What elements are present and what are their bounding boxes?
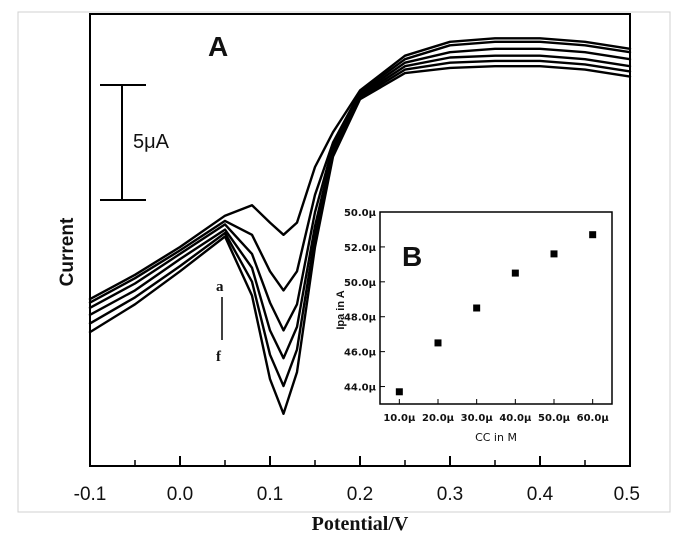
inset-y-tick-label: 50.0μ [344,278,377,289]
inset-x-tick-label: 50.0μ [538,413,571,424]
curve-label-a: a [216,279,224,295]
curve-c [88,47,632,332]
panel-a-label: A [208,31,228,62]
x-tick-label: 0.5 [614,484,640,505]
panel-b-label: B [402,241,422,272]
inset-x-tick-label: 60.0μ [577,413,610,424]
x-axis-title: Potential/V [312,513,409,533]
inset-y-tick-label: 46.0μ [344,348,377,359]
x-tick-label: 0.4 [527,484,554,505]
x-tick-label: 0.2 [347,484,373,505]
curve-a [88,37,632,301]
inset-data-point [511,269,519,277]
inset-data-point [395,388,403,396]
inset-x-tick-label: 10.0μ [383,413,416,424]
curve-label-f: f [216,349,222,365]
curve-d [88,54,632,360]
inset-data-point [473,304,481,312]
main-x-ticks: -0.1 0.0 0.1 0.2 0.3 0.4 0.5 [74,456,640,505]
x-tick-label: 0.3 [437,484,463,505]
y-axis-title: Current [57,217,78,286]
inset-points [395,231,597,396]
inset-data-point [434,339,442,347]
figure-border [17,11,671,513]
inset-y-axis-title: Ipa in A [335,290,347,329]
inset-data-point [589,231,597,239]
inset-ticks: 10.0μ 20.0μ 30.0μ 40.0μ 50.0μ 60.0μ 44.0μ 46.0μ… [344,208,609,424]
curve-b [88,40,632,304]
inset-y-tick-label: 52.0μ [344,243,377,254]
curve-e [88,59,632,388]
curve-f [88,65,632,415]
scale-bar [100,84,146,201]
inset-x-tick-label: 40.0μ [499,413,532,424]
inset-x-axis-title: CC in M [475,431,517,444]
x-tick-label: 0.1 [257,484,283,505]
main-curves [88,37,632,415]
x-tick-label: -0.1 [74,484,107,505]
inset-y-tick-label: 48.0μ [344,313,377,324]
inset-data-point [550,250,558,258]
inset-y-tick-label: 50.0μ [344,208,377,219]
inset-x-tick-label: 20.0μ [422,413,455,424]
x-tick-label: 0.0 [167,484,193,505]
inset-plot-frame [379,211,613,405]
scale-bar-label: 5μA [133,131,170,153]
inset-x-tick-label: 30.0μ [461,413,494,424]
inset-y-tick-label: 44.0μ [344,383,377,394]
